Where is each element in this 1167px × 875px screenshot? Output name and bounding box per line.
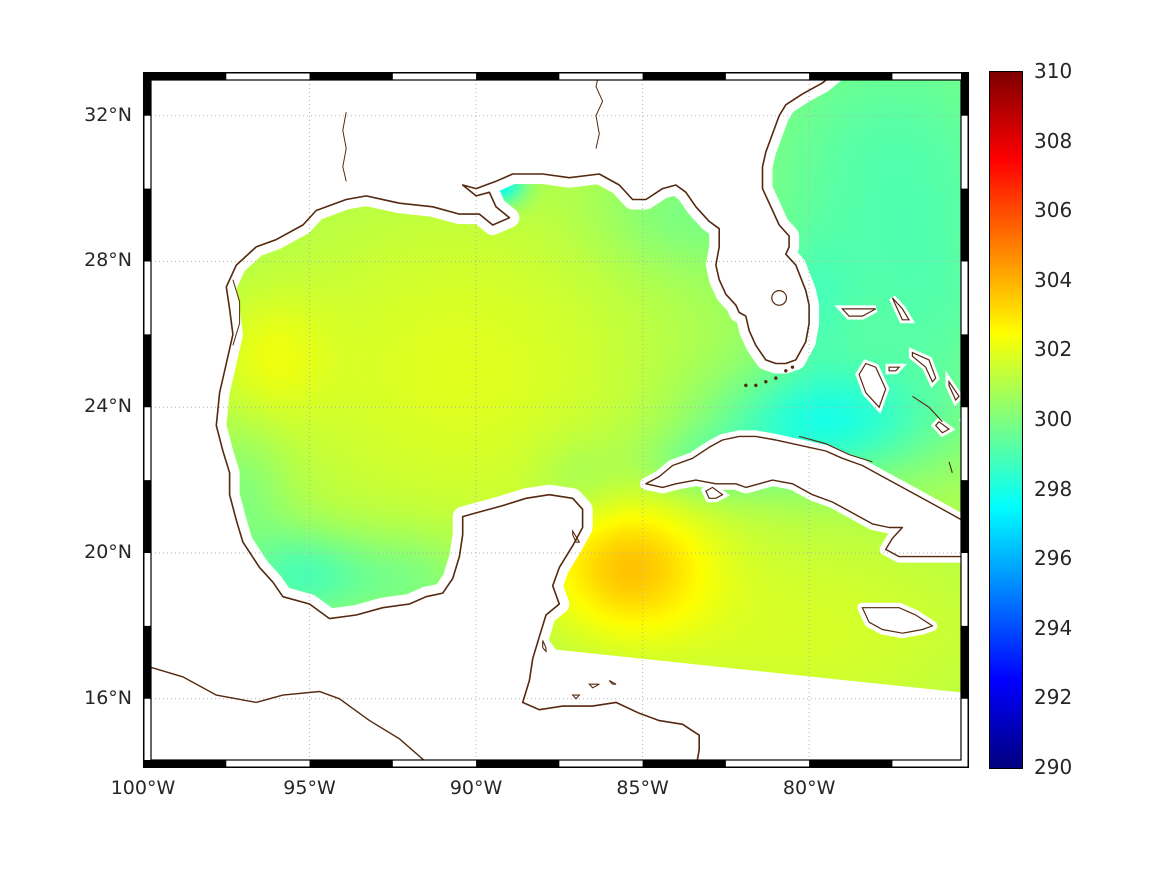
x-tick-label: 90°W — [449, 777, 503, 799]
colorbar — [989, 71, 1023, 769]
mainland-land — [143, 72, 836, 768]
x-tick-label: 100°W — [110, 777, 176, 799]
y-tick-label: 32°N — [84, 103, 132, 126]
florida-keys-dot — [744, 383, 748, 388]
islet-coastline — [571, 694, 581, 700]
coastlines — [143, 72, 969, 768]
islet-coastline — [542, 640, 547, 653]
colorbar-tick-label: 294 — [1034, 615, 1073, 640]
pacific-no-data — [143, 666, 433, 768]
colorbar-tick-label: 290 — [1034, 755, 1073, 779]
barrier-island-line — [232, 279, 241, 346]
colorbar-tick-label: 302 — [1034, 337, 1073, 362]
colorbar-tick-label: 310 — [1034, 59, 1073, 83]
x-tick-label: 85°W — [616, 777, 669, 799]
cays-line — [912, 395, 943, 423]
y-tick-label: 28°N — [84, 249, 132, 272]
islet-coastline — [588, 683, 600, 689]
map-plot — [143, 72, 969, 768]
lake-okeechobee — [771, 289, 788, 306]
river-line — [342, 112, 347, 182]
colorbar-tick-label: 298 — [1034, 476, 1073, 501]
colorbar-tick-label: 296 — [1034, 546, 1073, 571]
colorbar-tick-label: 292 — [1034, 685, 1073, 710]
pacific-coastline — [143, 665, 434, 768]
florida-keys-dot — [784, 369, 788, 373]
x-tick-label: 95°W — [283, 777, 336, 799]
gulf-coastline — [215, 72, 837, 768]
bahamas-coastline — [911, 351, 937, 383]
cays-line — [948, 461, 953, 473]
y-tick-label: 20°N — [84, 541, 132, 563]
cays-line — [798, 435, 873, 463]
x-tick-label: 80°W — [782, 777, 836, 799]
florida-keys-dot — [790, 365, 795, 369]
bahamas-coastline — [888, 366, 901, 372]
bahamas-coastline — [858, 362, 887, 409]
y-tick-label: 24°N — [84, 395, 132, 418]
isla-juventud-coastline — [705, 486, 724, 499]
colorbar-tick-label: 300 — [1034, 407, 1073, 431]
bahamas-coastline — [934, 420, 951, 434]
islet-coastline — [608, 680, 617, 685]
florida-keys-dot — [774, 376, 778, 380]
bahamas-coastline — [891, 297, 911, 321]
colorbar-tick-label: 304 — [1034, 267, 1073, 292]
river-line — [595, 72, 604, 149]
colorbar-tick-label: 306 — [1034, 198, 1073, 223]
florida-keys-dot — [764, 380, 768, 384]
map-overlay-svg — [143, 72, 969, 768]
cuba-coastline — [645, 435, 969, 558]
jamaica-coastline — [861, 607, 934, 634]
south-no-data — [522, 604, 969, 768]
colorbar-gradient — [990, 72, 1022, 768]
bahamas-coastline — [948, 379, 960, 402]
map-frame — [143, 72, 969, 768]
bahamas-coastline — [841, 308, 876, 317]
islet-coastline — [572, 529, 581, 543]
graticule — [143, 72, 969, 768]
florida-keys-dot — [754, 383, 758, 388]
y-tick-label: 16°N — [84, 686, 132, 709]
colorbar-tick-label: 308 — [1034, 128, 1073, 153]
